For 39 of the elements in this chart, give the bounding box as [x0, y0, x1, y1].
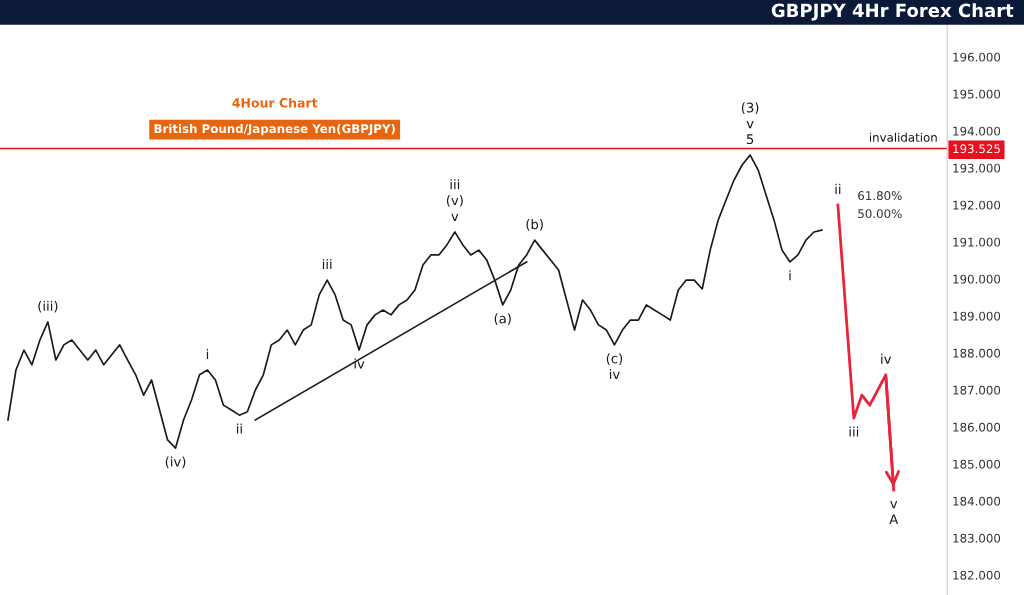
- data-label: (b): [526, 219, 543, 231]
- data-label: ii: [236, 423, 242, 434]
- y-tick-label: 182.000: [953, 570, 1001, 580]
- data-label: (c) iv: [606, 353, 623, 379]
- y-tick-label: 189.000: [953, 311, 1001, 321]
- y-tick-label: 187.000: [953, 385, 1001, 395]
- data-label: i: [789, 270, 791, 281]
- y-tick-label: 188.000: [953, 348, 1001, 358]
- ref-line-label: invalidation: [869, 132, 937, 142]
- data-label: (3) v 5: [741, 102, 759, 145]
- data-label: iv: [354, 358, 365, 369]
- line-series: [7, 154, 823, 449]
- y-tick-label: 196.000: [953, 52, 1001, 62]
- y-tick-label: 190.000: [953, 274, 1001, 284]
- data-label: ii: [835, 183, 841, 194]
- data-label: (a): [494, 313, 511, 325]
- y-tick-label: 193.000: [953, 163, 1001, 173]
- data-label: iii: [849, 426, 859, 437]
- text: 4Hour Chart: [232, 97, 318, 108]
- y-tick-label: 194.000: [953, 126, 1001, 136]
- data-label: (iii): [38, 300, 58, 313]
- y-tick-label: 195.000: [953, 89, 1001, 99]
- y-tick-label: 192.000: [953, 200, 1001, 210]
- y-tick-label: 193.525: [953, 144, 1000, 154]
- y-tick-label: 184.000: [953, 496, 1001, 506]
- data-label: iii: [322, 258, 332, 269]
- data-label: iv: [881, 353, 892, 364]
- annotation: 61.80%: [858, 191, 902, 201]
- y-tick-label: 185.000: [953, 459, 1001, 469]
- chart-title: GBPJPY 4Hr Forex Chart: [771, 3, 1014, 21]
- annotation: 50.00%: [858, 209, 902, 219]
- y-tick-label: 191.000: [953, 237, 1001, 247]
- data-label: (iv): [165, 456, 186, 469]
- annotation: British Pound/Japanese Yen(GBPJPY): [154, 123, 395, 136]
- data-label: iii (v) v: [446, 179, 463, 221]
- data-label: i: [206, 348, 209, 359]
- y-tick-label: 183.000: [953, 533, 1001, 543]
- data-label: v A: [889, 501, 899, 525]
- y-tick-label: 186.000: [953, 422, 1001, 432]
